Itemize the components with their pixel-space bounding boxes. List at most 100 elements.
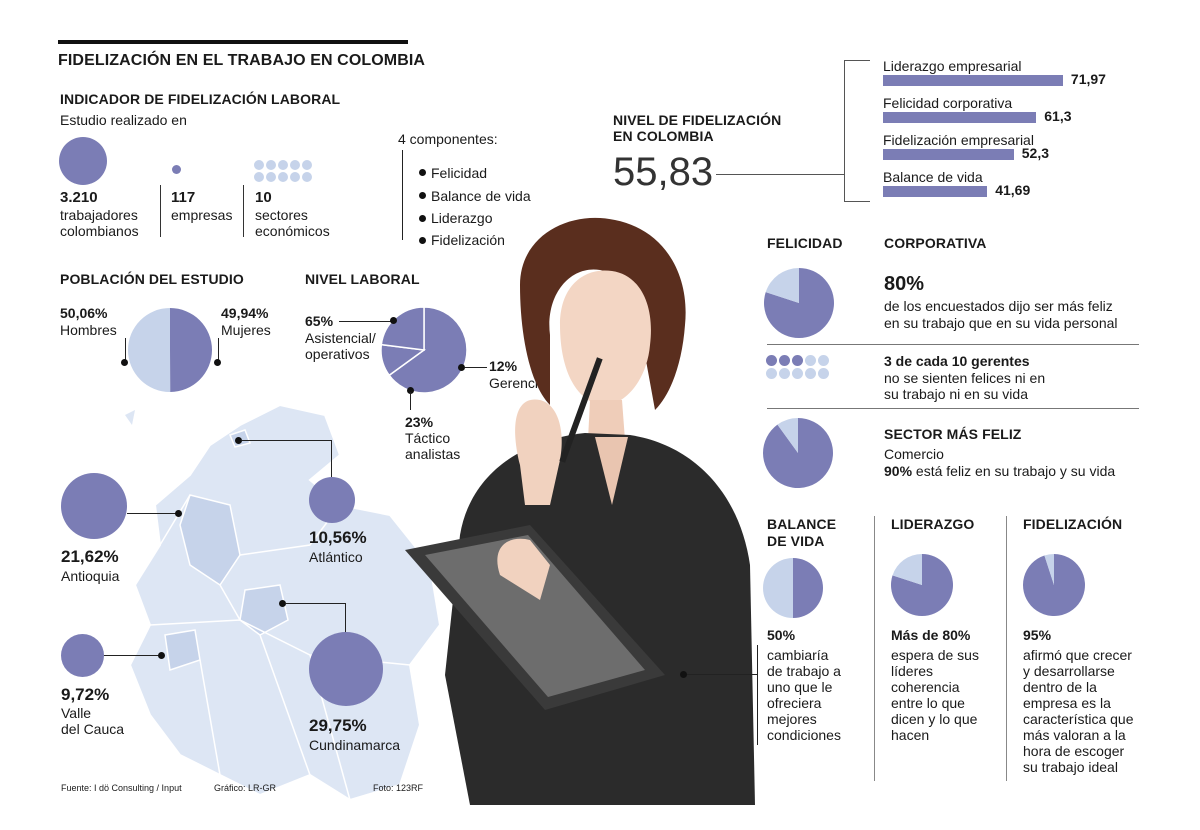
description-line: de trabajo a (767, 663, 841, 679)
liderazgo-pie (891, 554, 953, 616)
pie-slice (128, 308, 171, 392)
gerencial-value: 12% (489, 358, 518, 374)
gerentes-text-1: no se sienten felices ni en (884, 370, 1046, 386)
workers-disc (59, 137, 107, 185)
sectors-label-2: económicos (255, 223, 330, 239)
componente-item: Liderazgo (431, 210, 493, 226)
liderazgo-text: espera de sus líderes coherencia entre lo q… (891, 647, 1001, 743)
sector-pie (763, 418, 833, 488)
bar-category-label: Liderazgo empresarial (883, 58, 1022, 74)
pie-slice (170, 308, 213, 392)
sectors-dots (254, 160, 312, 182)
antioquia-label: Antioquia (61, 568, 120, 584)
cundinamarca-label: Cundinamarca (309, 737, 401, 753)
sectors-label-1: sectores (255, 207, 308, 223)
sector-name: Comercio (884, 446, 944, 462)
valle-label-1: Valle (61, 705, 92, 721)
atlantico-value: 10,56% (309, 528, 367, 547)
leader-line (410, 392, 411, 410)
fidelizacion-bar-chart: Liderazgo empresarial 71,97 Felicidad corp… (883, 58, 1183, 208)
colombia-map (125, 403, 442, 802)
balance-pct: 50% (767, 627, 796, 643)
dot-marker (818, 355, 829, 366)
description-line: coherencia (891, 679, 960, 695)
bullet (419, 169, 426, 176)
gerentes-dots (766, 355, 829, 379)
sectors-value: 10 (255, 189, 272, 206)
divider (767, 408, 1139, 409)
leader-line (339, 321, 391, 322)
indicador-subtitle: Estudio realizado en (60, 112, 187, 128)
asistencial-value: 65% (305, 313, 334, 329)
gerentes-bold: 3 de cada 10 gerentes (884, 353, 1030, 369)
dot-marker (278, 160, 288, 170)
componentes-bracket (402, 150, 403, 240)
leader-line (104, 655, 160, 656)
companies-disc (172, 165, 181, 174)
dot-marker (779, 368, 790, 379)
pie-slice (765, 268, 799, 303)
sector-detail: 90% está feliz en su trabajo y su vida (884, 463, 1116, 479)
source-credit: Fuente: I dö Consulting / Input (61, 783, 182, 793)
nivel-laboral-heading: NIVEL LABORAL (305, 271, 420, 287)
workers-label-1: trabajadores (60, 207, 138, 223)
componente-item: Fidelización (431, 232, 505, 248)
leader-dot (390, 317, 397, 324)
componente-item: Felicidad (431, 165, 488, 181)
leader-line (286, 603, 346, 604)
gerencial-label: Gerencial (489, 375, 549, 391)
graphic-credit: Gráfico: LR-GR (214, 783, 277, 793)
pie-slice (793, 558, 823, 618)
description-line: líderes (891, 663, 934, 679)
description-line: espera de sus (891, 647, 979, 663)
description-line: hacen (891, 727, 930, 743)
bullet (419, 192, 426, 199)
description-line: su trabajo ideal (1023, 759, 1118, 775)
description-line: dicen y lo que (891, 711, 978, 727)
bar (883, 112, 1037, 123)
description-line: entre lo que (891, 695, 965, 711)
men-value: 50,06% (60, 305, 108, 321)
bar (883, 149, 1014, 160)
leader-dot (214, 359, 221, 366)
women-label: Mujeres (221, 322, 271, 338)
description-line: uno que le (767, 679, 833, 695)
pie-slice (892, 554, 922, 585)
leader-dot (680, 671, 687, 678)
leader-dot (121, 359, 128, 366)
leader-line (218, 338, 219, 361)
leader-line (242, 440, 332, 441)
dot-marker (266, 172, 276, 182)
pie-slice (777, 418, 798, 453)
leader-dot (407, 387, 414, 394)
bar-value-label: 61,3 (1044, 108, 1072, 124)
dot-marker (302, 172, 312, 182)
asistencial-label-1: Asistencial/ (305, 330, 376, 346)
bracket (844, 60, 845, 202)
leader-line (687, 674, 757, 675)
bullet (419, 237, 426, 244)
description-line: ofreciera (767, 695, 822, 711)
felicidad-heading-1: FELICIDAD (767, 235, 843, 251)
componente-item: Balance de vida (431, 188, 531, 204)
liderazgo-heading: LIDERAZGO (891, 516, 975, 532)
valle-disc (61, 634, 104, 677)
dot-marker (266, 160, 276, 170)
description-line: y desarrollarse (1023, 663, 1115, 679)
felicidad-heading-2: CORPORATIVA (884, 235, 987, 251)
antioquia-value: 21,62% (61, 547, 119, 566)
poblacion-pie (128, 308, 213, 392)
woman-photo (405, 217, 755, 805)
page-title: FIDELIZACIÓN EN EL TRABAJO EN COLOMBIA (58, 52, 426, 69)
dot-marker (766, 368, 777, 379)
bar-category-label: Fidelización empresarial (883, 132, 1034, 148)
dot-marker (805, 355, 816, 366)
pie-slice (1044, 554, 1054, 585)
connector (716, 174, 844, 175)
leader-line (127, 513, 177, 514)
balance-heading-1: BALANCE (767, 516, 837, 532)
componentes-heading: 4 componentes: (398, 131, 498, 147)
leader-line (757, 645, 758, 745)
pie-slice (763, 558, 793, 618)
dot-marker (818, 368, 829, 379)
